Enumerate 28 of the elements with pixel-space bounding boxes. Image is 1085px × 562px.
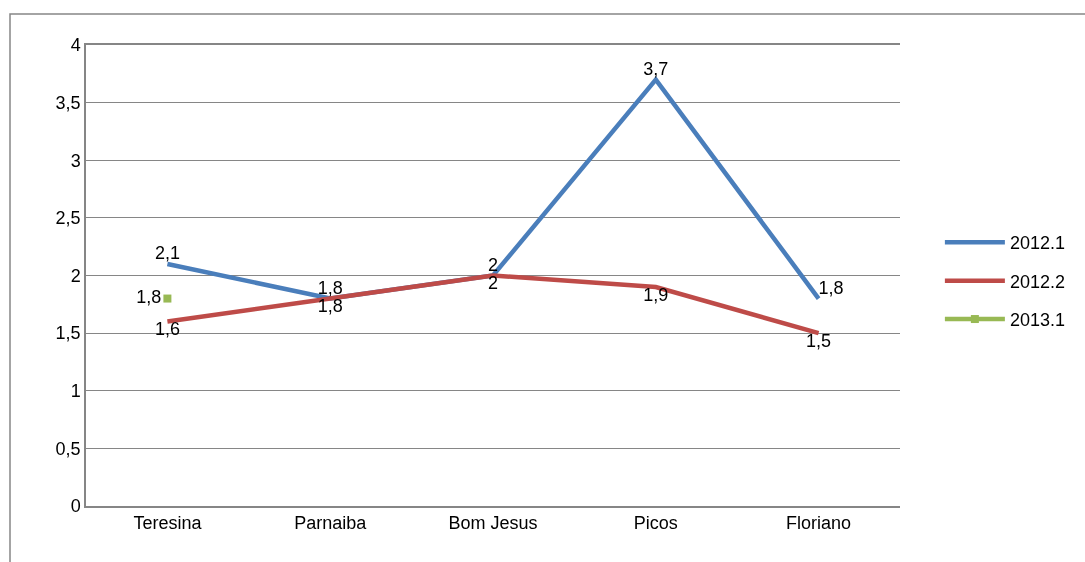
data-label: 2 <box>487 255 499 275</box>
x-tick-label: Parnaiba <box>294 513 368 534</box>
y-tick-label: 1 <box>70 381 81 402</box>
data-label: 1,8 <box>317 296 343 317</box>
y-tick-label: 2 <box>70 265 81 286</box>
data-label: 3,7 <box>643 59 669 80</box>
data-label: 1,8 <box>317 278 343 299</box>
data-label: 2,1 <box>154 243 180 264</box>
legend-label: 2012.1 <box>1009 233 1065 254</box>
data-label: 2 <box>487 273 499 293</box>
y-tick-label: 3 <box>70 150 81 171</box>
legend-label: 2013.1 <box>1009 310 1065 331</box>
y-tick-label: 0,5 <box>55 438 81 459</box>
data-label: 1,5 <box>806 330 832 351</box>
legend-label: 2012.2 <box>1009 271 1065 292</box>
y-tick-label: 0 <box>70 496 81 517</box>
y-tick-label: 3,5 <box>55 92 81 113</box>
x-tick-label: Bom Jesus <box>448 513 538 534</box>
y-tick-label: 2,5 <box>55 208 81 229</box>
data-label: 1,8 <box>136 287 162 308</box>
x-tick-label: Teresina <box>133 513 203 534</box>
x-tick-label: Floriano <box>786 513 852 534</box>
y-tick-label: 4 <box>70 35 81 56</box>
data-label: 1,9 <box>643 284 669 305</box>
y-tick-label: 1,5 <box>55 323 81 344</box>
data-label: 1,6 <box>154 319 180 340</box>
x-tick-label: Picos <box>633 513 678 534</box>
data-label: 1,8 <box>818 278 844 299</box>
